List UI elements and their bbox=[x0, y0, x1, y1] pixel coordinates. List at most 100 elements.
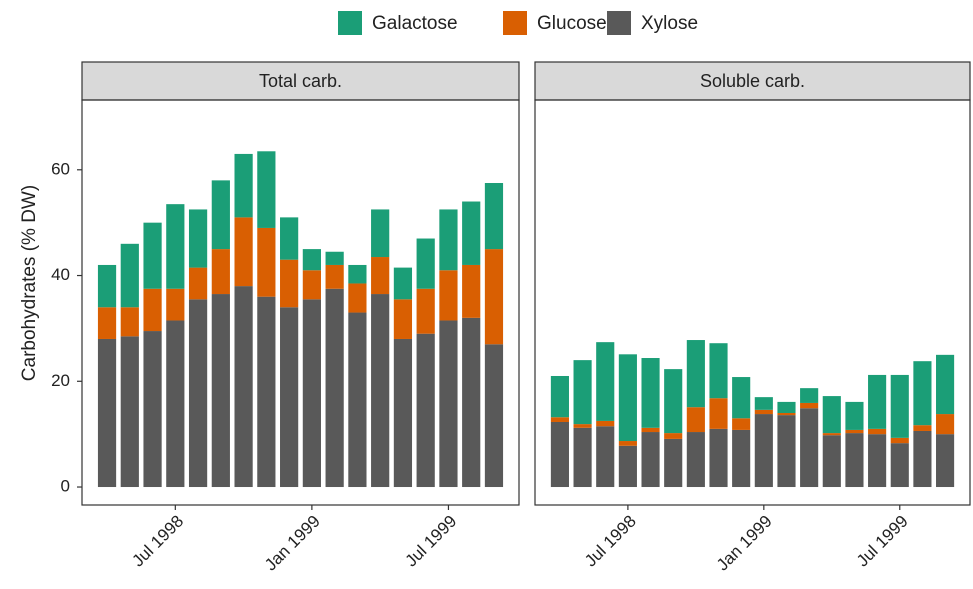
bar-segment bbox=[439, 270, 458, 321]
bar-segment bbox=[822, 435, 841, 488]
legend-swatch bbox=[338, 11, 362, 35]
bar-segment bbox=[754, 409, 773, 415]
bar-segment bbox=[822, 396, 841, 434]
bar-segment bbox=[325, 264, 344, 289]
bar-segment bbox=[97, 264, 117, 308]
bar-segment bbox=[664, 433, 683, 439]
bar-segment bbox=[936, 434, 955, 488]
x-tick-label: Jul 1999 bbox=[402, 512, 461, 571]
bar-segment bbox=[732, 418, 751, 430]
x-tick-label: Jul 1998 bbox=[581, 512, 640, 571]
bar-segment bbox=[462, 317, 481, 488]
panel-border bbox=[81, 99, 520, 506]
bar-segment bbox=[686, 432, 705, 488]
bar-segment bbox=[550, 375, 569, 418]
bar-segment bbox=[550, 421, 569, 488]
bar-segment bbox=[618, 441, 637, 446]
bar-segment bbox=[868, 428, 887, 435]
legend-label: Galactose bbox=[372, 13, 458, 34]
bar-segment bbox=[302, 249, 321, 271]
bar-segment bbox=[596, 342, 615, 421]
bar-segment bbox=[120, 307, 139, 337]
bar-segment bbox=[143, 288, 162, 332]
bar-segment bbox=[234, 217, 253, 287]
bar-segment bbox=[709, 343, 728, 399]
bar-segment bbox=[211, 180, 230, 250]
bar-segment bbox=[913, 361, 932, 426]
bar-segment bbox=[211, 294, 230, 488]
bar-segment bbox=[641, 432, 660, 488]
x-tick-label: Jan 1999 bbox=[261, 512, 324, 575]
y-axis-label: Carbohydrates (% DW) bbox=[19, 185, 40, 381]
bar-segment bbox=[641, 358, 660, 428]
bar-segment bbox=[754, 397, 773, 410]
bar-segment bbox=[257, 296, 276, 488]
bar-segment bbox=[800, 408, 819, 488]
bar-segment bbox=[371, 257, 390, 295]
panel-border bbox=[534, 99, 971, 506]
bar-segment bbox=[800, 402, 819, 409]
bar-segment bbox=[462, 264, 481, 318]
bar-segment bbox=[280, 307, 299, 488]
bar-segment bbox=[120, 243, 139, 308]
bar-segment bbox=[348, 312, 367, 488]
bar-segment bbox=[754, 414, 773, 488]
bar-segment bbox=[166, 288, 185, 321]
x-tick-label: Jan 1999 bbox=[713, 512, 776, 575]
bar-segment bbox=[822, 433, 841, 436]
bar-segment bbox=[97, 307, 117, 339]
bar-segment bbox=[166, 320, 185, 488]
strip-title: Soluble carb. bbox=[700, 71, 805, 91]
bar-segment bbox=[393, 267, 413, 300]
bar-segment bbox=[257, 227, 276, 297]
bar-segment bbox=[143, 222, 162, 289]
bar-segment bbox=[257, 151, 276, 228]
legend-swatch bbox=[607, 11, 631, 35]
strip-title: Total carb. bbox=[259, 71, 342, 91]
bar-segment bbox=[800, 388, 819, 403]
bar-segment bbox=[709, 398, 728, 429]
bar-segment bbox=[596, 426, 615, 488]
bar-segment bbox=[664, 369, 683, 434]
bar-segment bbox=[484, 183, 504, 250]
bar-segment bbox=[371, 294, 390, 488]
bar-segment bbox=[845, 429, 864, 434]
bar-segment bbox=[641, 427, 660, 433]
bar-segment bbox=[325, 288, 344, 488]
bar-segment bbox=[234, 153, 253, 218]
bar-segment bbox=[97, 338, 117, 488]
bar-segment bbox=[686, 340, 705, 408]
bar-segment bbox=[573, 427, 592, 488]
bar-segment bbox=[618, 354, 637, 442]
bar-segment bbox=[573, 360, 592, 425]
bar-segment bbox=[371, 209, 390, 258]
bar-segment bbox=[393, 299, 413, 339]
bar-segment bbox=[439, 320, 458, 488]
x-tick-label: Jul 1999 bbox=[853, 512, 912, 571]
bar-segment bbox=[936, 414, 955, 435]
bar-segment bbox=[302, 299, 321, 488]
bar-segment bbox=[868, 434, 887, 488]
bar-segment bbox=[416, 333, 435, 488]
bar-segment bbox=[618, 445, 637, 488]
y-tick-label: 0 bbox=[61, 477, 70, 496]
strip bbox=[534, 61, 971, 101]
bar-segment bbox=[868, 374, 887, 429]
bar-segment bbox=[325, 251, 344, 265]
bar-segment bbox=[686, 407, 705, 433]
bar-segment bbox=[845, 433, 864, 488]
bar-segment bbox=[777, 413, 796, 416]
bar-segment bbox=[913, 425, 932, 431]
bar-segment bbox=[416, 288, 435, 334]
y-tick-label: 40 bbox=[51, 265, 70, 284]
bar-segment bbox=[439, 209, 458, 271]
strip bbox=[81, 61, 520, 101]
bar-segment bbox=[596, 420, 615, 427]
bar-segment bbox=[732, 429, 751, 488]
bar-segment bbox=[188, 209, 208, 268]
bar-segment bbox=[777, 415, 796, 488]
y-tick-label: 60 bbox=[51, 159, 70, 178]
bar-segment bbox=[890, 374, 909, 438]
